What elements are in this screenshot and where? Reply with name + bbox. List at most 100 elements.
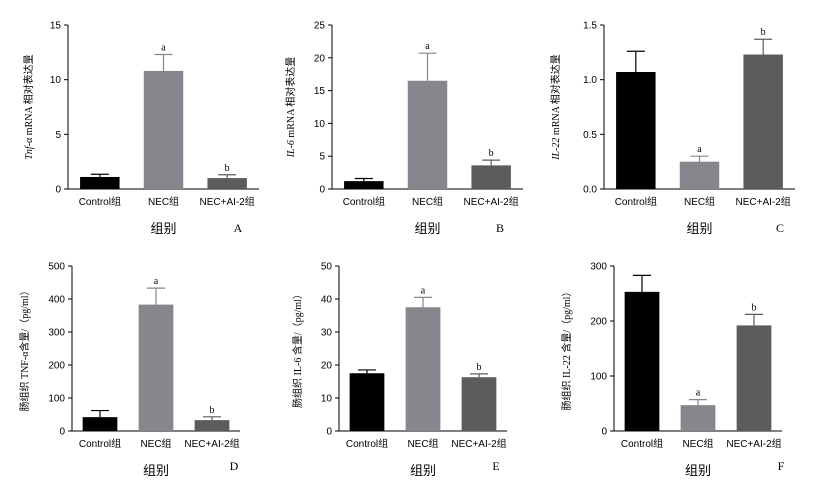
y-axis-title-text: mRNA 相对表达量 [284,57,297,140]
y-tick-label: 0 [59,427,65,438]
y-tick-label: 5 [319,152,325,163]
y-axis-title-text: mRNA 相对表达量 [549,54,562,137]
y-axis-title: Tnf-α mRNA 相对表达量 [22,54,35,159]
bar-1 [616,72,656,189]
y-axis-title-text: α mRNA 相对表达量 [22,54,35,143]
y-tick-label: 0 [601,427,607,438]
category-label: NEC组 [148,195,179,208]
bar-2 [679,161,720,189]
category-label: Control组 [346,437,388,450]
y-axis-title-gene: IL-6 [286,140,297,158]
x-axis-title: 组别 [143,463,169,478]
significance-label: b [225,163,230,174]
panel-letter: D [230,459,239,473]
y-axis-title-text: 肠组织 TNF-α含量/（pg/ml） [18,285,31,411]
x-axis-title: 组别 [685,463,711,478]
y-tick-label: 5 [55,130,61,141]
bar-3 [207,178,247,189]
bar-2 [407,80,448,189]
y-tick-label: 10 [50,75,62,86]
category-label: NEC+AI-2组 [726,437,781,450]
category-label: NEC组 [684,195,715,208]
significance-label: a [161,43,166,54]
x-axis-title: 组别 [410,463,436,478]
significance-label: a [696,388,701,399]
x-axis-title: 组别 [150,221,176,236]
y-tick-label: 0.5 [583,130,597,141]
panel-d: 0 100 200 300 400 500 Control组 a NEC组 b NEC+AI-2组组… [18,262,240,478]
category-label: NEC+AI-2组 [184,437,239,450]
y-tick-label: 50 [321,262,333,273]
category-label: NEC+AI-2组 [464,195,519,208]
y-tick-label: 0 [326,427,332,438]
category-label: NEC+AI-2组 [451,437,506,450]
bar-1 [82,417,118,431]
category-label: Control组 [621,437,663,450]
y-axis-title: 肠组织 IL-22 含量/（pg/ml） [560,287,573,411]
x-axis-title: 组别 [686,221,712,236]
significance-label: a [697,144,702,155]
y-axis-title: 肠组织 TNF-α含量/（pg/ml） [18,285,31,411]
significance-label: a [425,41,430,52]
y-tick-label: 20 [321,361,333,372]
y-tick-label: 100 [48,394,65,405]
y-axis-title-gene: IL-22 [551,138,562,161]
bar-1 [80,176,120,189]
y-tick-label: 300 [590,262,607,273]
category-label: NEC+AI-2组 [736,195,791,208]
category-label: NEC组 [407,437,438,450]
y-tick-label: 300 [48,328,65,339]
y-axis-title: IL-6 mRNA 相对表达量 [284,57,297,159]
category-label: NEC+AI-2组 [200,195,255,208]
y-tick-label: 0 [55,185,61,196]
bar-2 [680,405,716,431]
bar-3 [461,377,497,431]
category-label: NEC组 [140,437,171,450]
y-tick-label: 1.5 [583,21,597,32]
y-tick-label: 200 [48,361,65,372]
category-label: NEC组 [682,437,713,450]
y-axis-title: IL-22 mRNA 相对表达量 [549,54,562,161]
panel-letter: B [496,221,504,235]
y-tick-label: 15 [314,86,326,97]
y-tick-label: 200 [590,317,607,328]
y-axis-title-text: 肠组织 IL-22 含量/（pg/ml） [560,287,573,411]
bar-1 [344,181,384,189]
y-tick-label: 1.0 [583,75,597,86]
x-axis-title: 组别 [414,221,440,236]
significance-label: b [210,405,215,416]
y-tick-label: 10 [321,394,333,405]
y-tick-label: 10 [314,119,326,130]
y-tick-label: 100 [590,372,607,383]
y-tick-label: 500 [48,262,65,273]
panel-letter: C [776,221,784,235]
bar-2 [138,304,174,431]
category-label: Control组 [343,195,385,208]
significance-label: b [489,148,494,159]
bar-2 [405,307,441,431]
y-tick-label: 40 [321,295,333,306]
y-axis-title: 肠组织 IL-6 含量/（pg/ml） [291,289,304,408]
significance-label: b [477,362,482,373]
bar-1 [349,373,385,431]
bar-2 [143,70,184,189]
significance-label: b [752,302,757,313]
panel-letter: A [234,221,243,235]
significance-label: b [761,27,766,38]
significance-label: a [421,285,426,296]
category-label: NEC组 [412,195,443,208]
y-tick-label: 400 [48,295,65,306]
category-label: Control组 [79,437,121,450]
bar-3 [743,54,783,189]
y-axis-title-text: 肠组织 IL-6 含量/（pg/ml） [291,289,304,408]
y-tick-label: 20 [314,53,326,64]
category-label: Control组 [615,195,657,208]
y-axis-title-gene: Tnf- [24,143,35,160]
y-tick-label: 25 [314,21,326,32]
